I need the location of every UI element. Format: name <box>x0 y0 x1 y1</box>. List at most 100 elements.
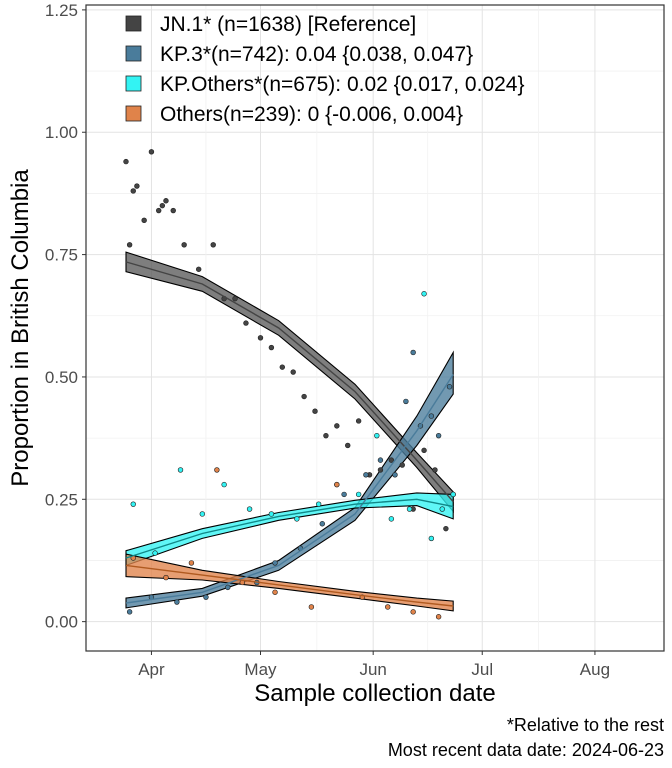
data-point <box>410 609 416 615</box>
data-point <box>439 506 445 512</box>
confidence-bands <box>125 251 454 612</box>
data-point <box>443 525 449 532</box>
x-axis: Apr May Jun Jul Aug <box>138 651 610 679</box>
data-point <box>130 501 136 507</box>
data-point <box>181 242 187 248</box>
x-tick-label: May <box>244 660 277 679</box>
data-point <box>377 467 384 473</box>
x-tick-label: Apr <box>138 660 165 679</box>
legend-label: KP.Others*(n=675): 0.02 {0.017, 0.024} <box>160 73 524 96</box>
fit-lines <box>125 261 454 607</box>
fit-line <box>125 564 454 607</box>
data-point <box>203 594 209 600</box>
legend-label: JN.1* (n=1638) [Reference] <box>160 13 416 36</box>
data-point <box>435 614 442 620</box>
confidence-band <box>125 251 454 514</box>
data-point <box>268 344 275 351</box>
data-point <box>123 158 129 165</box>
data-point <box>308 604 315 610</box>
y-axis-title: Proportion in British Columbia <box>7 169 34 487</box>
data-point <box>334 481 340 488</box>
y-tick-label: 1.00 <box>45 123 78 142</box>
x-tick-label: Jul <box>471 660 493 679</box>
data-point <box>225 584 231 591</box>
data-point <box>435 432 442 439</box>
y-axis: 0.00 0.25 0.50 0.75 1.00 1.25 <box>45 1 86 632</box>
data-point <box>214 467 220 473</box>
data-point <box>388 516 395 522</box>
data-point <box>319 521 325 527</box>
data-point <box>406 506 413 512</box>
y-tick-label: 0.50 <box>45 368 78 387</box>
data-point <box>130 188 136 194</box>
data-point <box>199 511 206 517</box>
confidence-band <box>125 350 454 609</box>
data-point <box>272 589 278 595</box>
y-tick-label: 0.75 <box>45 246 78 265</box>
data-point <box>272 560 278 566</box>
legend: JN.1* (n=1638) [Reference] KP.3*(n=742): … <box>125 13 524 126</box>
y-tick-label: 0.25 <box>45 490 78 509</box>
legend-key <box>125 75 142 92</box>
data-point <box>392 472 398 478</box>
data-point <box>388 457 395 463</box>
data-point <box>246 506 253 512</box>
data-point <box>290 369 296 375</box>
grid <box>86 5 664 651</box>
fit-line <box>125 374 454 604</box>
legend-key <box>125 105 142 122</box>
fit-line <box>125 261 454 503</box>
data-point <box>257 335 264 341</box>
data-point <box>170 207 176 214</box>
legend-label: KP.3*(n=742): 0.04 {0.038, 0.047} <box>160 43 473 66</box>
data-point <box>126 242 133 248</box>
data-point <box>428 535 435 542</box>
data-point <box>279 364 286 370</box>
data-point <box>188 560 195 566</box>
data-point <box>385 604 391 610</box>
data-point <box>377 457 384 463</box>
caption-date: Most recent data date: 2024-06-23 <box>388 740 664 760</box>
data-point <box>159 202 166 209</box>
legend-key <box>125 15 142 32</box>
data-point <box>174 599 180 605</box>
data-point <box>341 491 347 498</box>
caption-note: *Relative to the rest <box>507 715 664 735</box>
data-point <box>403 398 409 405</box>
data-point <box>232 295 238 302</box>
data-point <box>399 462 405 468</box>
data-point <box>446 384 453 390</box>
data-point <box>301 393 307 400</box>
x-tick-label: Aug <box>580 660 610 679</box>
data-point <box>312 408 318 414</box>
data-point <box>156 207 162 214</box>
data-point <box>141 217 147 224</box>
data-point <box>268 511 275 517</box>
data-point <box>450 491 456 498</box>
data-point <box>163 574 169 581</box>
data-point <box>148 149 155 155</box>
data-point <box>163 198 169 204</box>
data-point <box>221 481 227 488</box>
y-tick-label: 0.00 <box>45 613 78 632</box>
data-point <box>177 467 184 473</box>
x-axis-title: Sample collection date <box>254 680 495 707</box>
data-point <box>195 266 202 272</box>
x-tick-label: Jun <box>359 660 386 679</box>
y-tick-label: 1.25 <box>45 1 78 20</box>
data-point <box>152 550 158 556</box>
data-point <box>421 291 427 297</box>
data-point <box>294 516 300 522</box>
data-point <box>355 418 362 424</box>
data-points <box>123 149 456 620</box>
data-point <box>345 442 351 449</box>
panel-border <box>85 4 665 652</box>
data-point <box>134 183 140 189</box>
data-point <box>432 467 438 473</box>
data-point <box>315 501 322 507</box>
data-point <box>363 472 369 478</box>
data-point <box>355 491 362 498</box>
legend-label: Others(n=239): 0 {-0.006, 0.004} <box>160 103 463 126</box>
data-point <box>323 432 329 439</box>
